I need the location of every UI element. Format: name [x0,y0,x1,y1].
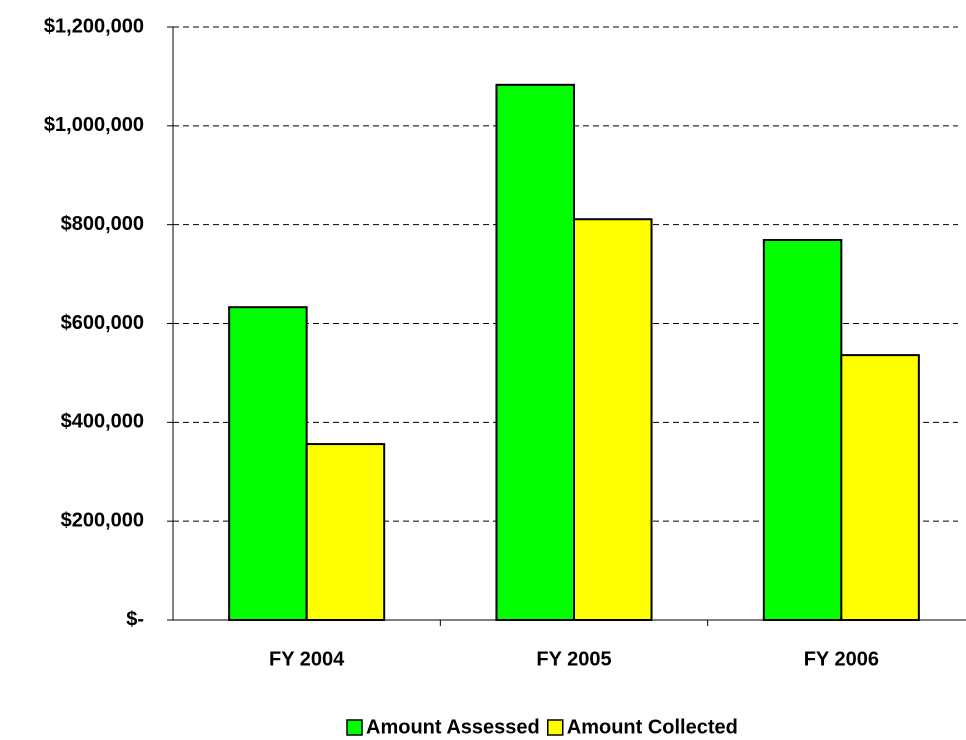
legend-swatch [346,719,363,736]
x-tick-label: FY 2005 [536,648,611,670]
bar [228,306,308,621]
legend-label: Amount Assessed [366,716,540,738]
y-tick-label: $1,200,000 [44,15,144,37]
bar [762,238,843,621]
y-tick-label: $- [126,608,144,630]
x-tick-label: FY 2004 [269,648,345,670]
x-tick-label: FY 2006 [804,648,879,670]
bar [305,443,386,621]
y-tick-label: $200,000 [61,509,144,531]
y-tick-label: $400,000 [61,411,144,433]
bar [495,83,575,621]
y-tick-label: $600,000 [61,312,144,334]
legend-label: Amount Collected [567,716,738,738]
y-tick-label: $1,000,000 [44,114,144,136]
bar [840,354,920,621]
legend-swatch [547,719,564,736]
y-tick-label: $800,000 [61,213,144,235]
bar [573,218,653,621]
